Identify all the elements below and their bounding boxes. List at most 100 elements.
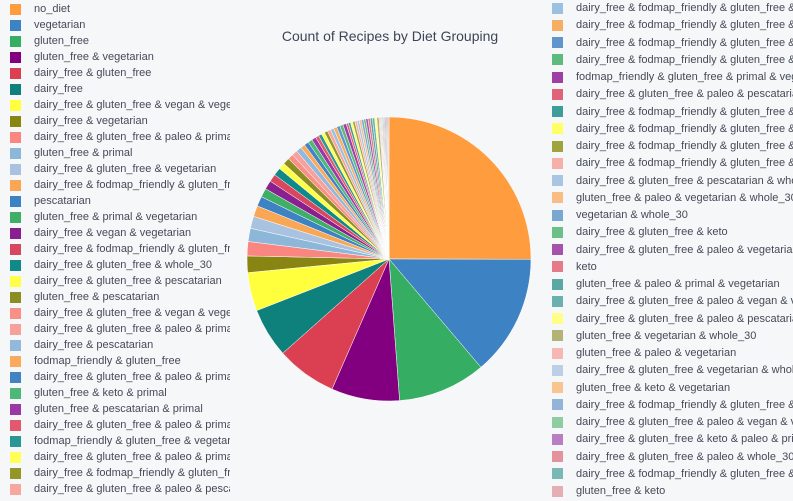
- legend-item[interactable]: gluten_free & vegetarian & whole_30: [552, 328, 756, 344]
- legend-item[interactable]: dairy_free & gluten_free & paleo & vegan…: [552, 293, 793, 309]
- legend-swatch: [10, 243, 21, 255]
- legend-swatch: [552, 451, 563, 462]
- legend-item[interactable]: dairy_free & gluten_free & keto: [552, 224, 728, 240]
- legend-item[interactable]: dairy_free & pescatarian: [10, 337, 153, 353]
- legend-item[interactable]: dairy_free & gluten_free & paleo & pesca…: [552, 86, 793, 102]
- legend-item[interactable]: pescatarian: [10, 193, 91, 209]
- legend-item[interactable]: gluten_free: [10, 33, 89, 49]
- legend-item[interactable]: gluten_free & keto & primal: [10, 385, 167, 401]
- pie-slice[interactable]: [388, 116, 532, 260]
- legend-swatch: [10, 19, 21, 31]
- legend-swatch: [10, 451, 21, 463]
- legend-label: dairy_free & gluten_free & paleo & pesca…: [576, 312, 793, 325]
- legend-swatch: [552, 54, 563, 66]
- legend-item[interactable]: dairy_free & fodmap_friendly & gluten_fr…: [10, 177, 230, 193]
- legend-item[interactable]: dairy_free & fodmap_friendly & gluten_fr…: [552, 155, 793, 171]
- legend-label: dairy_free & gluten_free & paleo & vegan…: [576, 295, 793, 308]
- legend-item[interactable]: dairy_free & gluten_free & paleo & prima…: [10, 129, 230, 145]
- legend-label: dairy_free & fodmap_friendly & gluten_fr…: [576, 105, 793, 118]
- legend-item[interactable]: dairy_free & fodmap_friendly & gluten_fr…: [552, 0, 793, 16]
- legend-item[interactable]: keto: [552, 259, 597, 275]
- legend-item[interactable]: dairy_free & fodmap_friendly & gluten_fr…: [552, 397, 793, 413]
- legend-label: dairy_free & gluten_free & pescatarian &…: [576, 174, 793, 187]
- legend-item[interactable]: dairy_free & fodmap_friendly & gluten_fr…: [552, 17, 793, 33]
- legend-item[interactable]: gluten_free & vegetarian: [10, 49, 154, 65]
- legend-item[interactable]: gluten_free & pescatarian: [10, 289, 159, 305]
- legend-item[interactable]: dairy_free & gluten_free & paleo & prima…: [10, 449, 230, 465]
- legend-item[interactable]: dairy_free & gluten_free & paleo & vegan…: [552, 414, 793, 430]
- legend-item[interactable]: dairy_free & fodmap_friendly & gluten_fr…: [552, 138, 793, 154]
- legend-item[interactable]: dairy_free & gluten_free & paleo & whole…: [552, 449, 793, 465]
- legend-swatch: [552, 106, 563, 117]
- legend-swatch: [552, 192, 563, 204]
- legend-item[interactable]: gluten_free & primal: [10, 145, 132, 161]
- legend-right: dairy_free & fodmap_friendly & gluten_fr…: [552, 0, 793, 501]
- legend-swatch: [10, 211, 21, 223]
- legend-label: dairy_free & fodmap_friendly & gluten_fr…: [576, 19, 793, 32]
- legend-item[interactable]: dairy_free & gluten_free & vegetarian: [10, 161, 216, 177]
- pie-slice[interactable]: [388, 258, 532, 368]
- legend-swatch: [552, 382, 563, 393]
- legend-item[interactable]: dairy_free & gluten_free & paleo & veget…: [552, 242, 793, 258]
- legend-item[interactable]: dairy_free & fodmap_friendly & gluten_fr…: [552, 104, 793, 120]
- legend-item[interactable]: dairy_free & gluten_free & vegetarian & …: [552, 362, 793, 378]
- legend-item[interactable]: gluten_free & keto & vegetarian: [552, 380, 730, 396]
- legend-item[interactable]: dairy_free & fodmap_friendly & gluten_fr…: [10, 465, 230, 481]
- legend-item[interactable]: fodmap_friendly & gluten_free & primal &…: [552, 69, 793, 85]
- legend-label: dairy_free & gluten_free & paleo & vegan…: [576, 416, 793, 428]
- legend-item[interactable]: dairy_free & fodmap_friendly & gluten_fr…: [552, 466, 793, 482]
- legend-item[interactable]: dairy_free & gluten_free & keto & paleo …: [552, 431, 793, 447]
- pie-slice[interactable]: [387, 116, 390, 260]
- legend-item[interactable]: gluten_free & paleo & vegetarian & whole…: [552, 190, 793, 206]
- legend-item[interactable]: dairy_free & fodmap_friendly & gluten_fr…: [552, 35, 793, 51]
- legend-item[interactable]: dairy_free & gluten_free & paleo & prima…: [10, 417, 230, 433]
- legend-item[interactable]: dairy_free & gluten_free & pescatarian: [10, 273, 222, 289]
- legend-label: gluten_free & keto: [576, 485, 666, 497]
- legend-item[interactable]: fodmap_friendly & gluten_free: [10, 353, 181, 369]
- legend-swatch: [552, 244, 563, 255]
- legend-item[interactable]: dairy_free & vegetarian: [10, 113, 148, 129]
- legend-item[interactable]: no_diet: [10, 1, 70, 17]
- legend-item[interactable]: dairy_free & gluten_free & whole_30: [10, 257, 212, 273]
- legend-item[interactable]: gluten_free & paleo & primal & vegetaria…: [552, 276, 780, 292]
- legend-item[interactable]: gluten_free & primal & vegetarian: [10, 209, 197, 225]
- legend-label: gluten_free & primal & vegetarian: [34, 211, 198, 223]
- legend-label: gluten_free & pescatarian & primal: [34, 403, 203, 415]
- legend-item[interactable]: dairy_free & gluten_free: [10, 65, 151, 81]
- legend-swatch: [10, 99, 21, 111]
- legend-label: dairy_free & fodmap_friendly & gluten_fr…: [34, 467, 230, 479]
- legend-item[interactable]: vegetarian: [10, 17, 85, 33]
- legend-label: dairy_free: [34, 83, 83, 95]
- legend-swatch: [10, 291, 21, 303]
- legend-item[interactable]: dairy_free & fodmap_friendly & gluten_fr…: [10, 241, 230, 257]
- legend-item[interactable]: dairy_free & gluten_free & vegan & veget…: [10, 305, 230, 321]
- legend-label: gluten_free & primal: [34, 147, 133, 159]
- legend-swatch: [552, 71, 563, 83]
- legend-item[interactable]: dairy_free & gluten_free & pescatarian &…: [552, 173, 793, 189]
- legend-item[interactable]: dairy_free: [10, 81, 83, 97]
- legend-item[interactable]: dairy_free & gluten_free & paleo & prima…: [10, 369, 230, 385]
- legend-swatch: [10, 35, 21, 47]
- legend-item[interactable]: dairy_free & gluten_free & paleo & pesca…: [10, 481, 230, 497]
- legend-item[interactable]: gluten_free & keto: [552, 483, 665, 499]
- legend-swatch: [10, 275, 21, 287]
- legend-swatch: [10, 115, 21, 127]
- legend-swatch: [552, 295, 563, 307]
- pie-slice[interactable]: [388, 258, 482, 401]
- legend-swatch: [10, 339, 21, 351]
- legend-item[interactable]: dairy_free & vegan & vegetarian: [10, 225, 191, 241]
- legend-item[interactable]: dairy_free & fodmap_friendly & gluten_fr…: [552, 52, 793, 68]
- legend-item[interactable]: gluten_free & paleo & vegetarian: [552, 345, 736, 361]
- legend-label: dairy_free & gluten_free & keto: [576, 226, 728, 239]
- legend-label: dairy_free & fodmap_friendly & gluten_fr…: [576, 140, 793, 152]
- legend-item[interactable]: dairy_free & gluten_free & paleo & pesca…: [552, 311, 793, 327]
- legend-item[interactable]: dairy_free & gluten_free & paleo & prima…: [10, 321, 230, 337]
- legend-item[interactable]: gluten_free & pescatarian & primal: [10, 401, 203, 417]
- legend-item[interactable]: dairy_free & fodmap_friendly & gluten_fr…: [552, 121, 793, 137]
- legend-item[interactable]: dairy_free & gluten_free & vegan & veget…: [10, 97, 230, 113]
- legend-swatch: [10, 195, 21, 207]
- legend-item[interactable]: fodmap_friendly & gluten_free & vegetari…: [10, 433, 230, 449]
- legend-label: vegetarian: [34, 19, 86, 31]
- legend-item[interactable]: vegetarian & whole_30: [552, 207, 688, 223]
